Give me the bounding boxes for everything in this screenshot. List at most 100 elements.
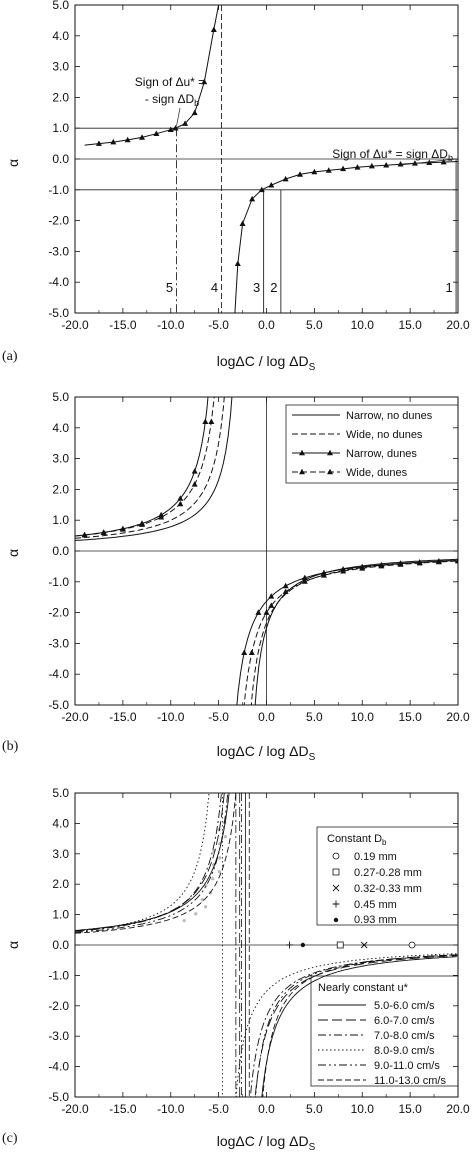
panel-b-series-line [250,560,457,705]
panel-c-y-tick-label: -1.0 [48,968,69,982]
panel-c-legend-db-marker [333,917,339,923]
panel-b-triangle-marker [455,557,458,564]
panel-c-letter: (c) [2,1131,18,1146]
panel-c-y-tick-label: 5.0 [52,786,69,800]
panel-b-triangle-marker [248,649,255,655]
panel-c-legend-db-label: 0.45 mm [354,899,397,911]
panel-b-triangle-marker [81,531,88,538]
panel-a-triangle-marker [340,165,347,172]
panel-c: (c) α logΔC / log ΔDS Constant Db 0.19 m… [2,786,470,1152]
panel-a-annotation-left-line2: - sign ΔDb [145,92,199,108]
panel-a-letter: (a) [2,349,18,364]
panel-a-triangle-marker [268,181,275,188]
panel-b-y-tick-label: -4.0 [48,667,69,681]
panel-a: (a) α logΔC / log ΔDS Sign of Δu* = - si… [2,0,470,373]
panel-c-x-tick-label: 15.0 [398,1102,422,1116]
panel-c-legend-db-label: 0.32-0.33 mm [354,883,422,895]
panel-a-y-tick-label: 1.0 [52,121,69,135]
panel-a-triangle-marker [124,136,131,143]
panel-b-series-line [243,560,457,705]
panel-c-series-line [254,955,458,1097]
panel-c-scatter-cloud-point [217,870,221,874]
panel-b-legend-box [285,404,459,484]
panel-c-legend-u-title: Nearly constant u* [318,982,409,994]
panel-c-scatter-cloud-point [218,856,222,860]
panel-c-series-line [75,793,225,932]
panel-c-y-tick-label: -4.0 [48,1060,69,1074]
panel-a-x-tick-label: -5.0 [208,318,229,332]
panel-c-data-point [300,942,306,948]
panel-a-triangle-marker [201,78,208,85]
panel-b-triangle-marker [191,481,198,487]
panel-a-annotation-leader [399,158,457,166]
panel-a-triangle-marker [239,220,246,226]
panel-c-y-tick-label: -3.0 [48,1029,69,1043]
panel-b-legend-label: Wide, no dunes [346,429,423,441]
panel-b-letter: (b) [2,739,19,754]
panel-c-legend-u-box [310,975,459,1087]
panel-a-triangle-marker [172,125,179,131]
panel-b-triangle-marker [301,574,308,581]
panel-b-triangle-marker [301,578,308,584]
panel-a-x-tick-label: 0.0 [258,318,275,332]
panel-b-x-tick-label: -10.0 [157,710,185,724]
panel-a-x-tick-label: -10.0 [157,318,185,332]
panel-b-triangle-marker [416,559,423,566]
panel-b-x-tick-label: 10.0 [351,710,375,724]
panel-a-triangle-marker [258,186,265,193]
panel-b-y-axis-label: α [5,549,21,557]
panel-c-x-tick-label: 20.0 [446,1102,470,1116]
panel-a-triangle-marker [383,161,390,168]
panel-c-y-tick-label: -5.0 [48,1090,69,1104]
panel-a-triangle-marker [426,159,433,165]
panel-a-plot-area [75,5,458,313]
panel-b-triangle-marker [208,418,215,424]
panel-b-legend-triangle-marker [299,449,305,456]
panel-b-x-tick-label: -15.0 [109,710,137,724]
panel-b-legend-triangle-marker [327,468,333,475]
panel-c-scatter-cloud-point [194,912,198,916]
panel-c-x-axis-label: logΔC / log ΔDS [217,1133,316,1152]
panel-a-annotation-right: Sign of Δu* = sign ΔDb [332,147,453,163]
panel-c-series-line [235,953,458,1097]
panel-b-y-tick-label: -2.0 [48,606,69,620]
panel-c-series-line [75,793,229,933]
panel-a-triangle-marker [139,134,146,140]
panel-a-x-tick-label: -15.0 [109,318,137,332]
panel-c-scatter-cloud-point [223,835,227,839]
panel-a-triangle-marker [191,109,198,116]
panel-a-triangle-marker [325,167,332,173]
panel-b-triangle-marker [268,593,275,599]
panel-c-legend-u-label: 5.0-6.0 cm/s [374,1000,435,1012]
panel-c-series-line [75,793,230,931]
panel-b-triangle-marker [177,495,184,501]
panel-c-legend-u-label: 9.0-11.0 cm/s [374,1060,440,1072]
panel-a-region-label: 5 [166,280,173,295]
panel-c-y-tick-label: -2.0 [48,999,69,1013]
panel-b-x-tick-label: 5.0 [306,710,323,724]
panel-a-y-tick-label: 3.0 [52,60,69,74]
panel-b-series-line [75,397,209,537]
panel-a-triangle-marker [411,160,418,166]
panel-c-scatter-cloud-point [204,905,208,909]
panel-c-scatter-cloud-point [204,884,208,888]
panel-b-x-tick-label: -20.0 [61,710,89,724]
panel-a-triangle-marker [249,195,256,202]
panel-b-x-tick-label: 0.0 [258,710,275,724]
panel-c-x-tick-label: -10.0 [157,1102,185,1116]
panel-b-triangle-marker [397,561,404,567]
panel-b-x-tick-label: 15.0 [398,710,422,724]
panel-c-y-tick-label: 2.0 [52,877,69,891]
panel-b-triangle-marker [241,649,248,655]
panel-b-x-tick-label: 20.0 [446,710,470,724]
panel-c-y-tick-label: 3.0 [52,847,69,861]
panel-c-legend-db-label: 0.93 mm [354,914,397,926]
panel-a-x-tick-label: 5.0 [306,318,323,332]
panel-c-x-tick-label: 0.0 [258,1102,275,1116]
panel-c-legend-u-label: 11.0-13.0 cm/s [374,1075,446,1087]
panel-a-y-tick-label: 4.0 [52,29,69,43]
panel-c-scatter-cloud-point [211,877,215,881]
panel-b-x-axis-label: logΔC / log ΔDS [217,743,316,763]
panel-a-region-label: 1 [445,280,452,295]
